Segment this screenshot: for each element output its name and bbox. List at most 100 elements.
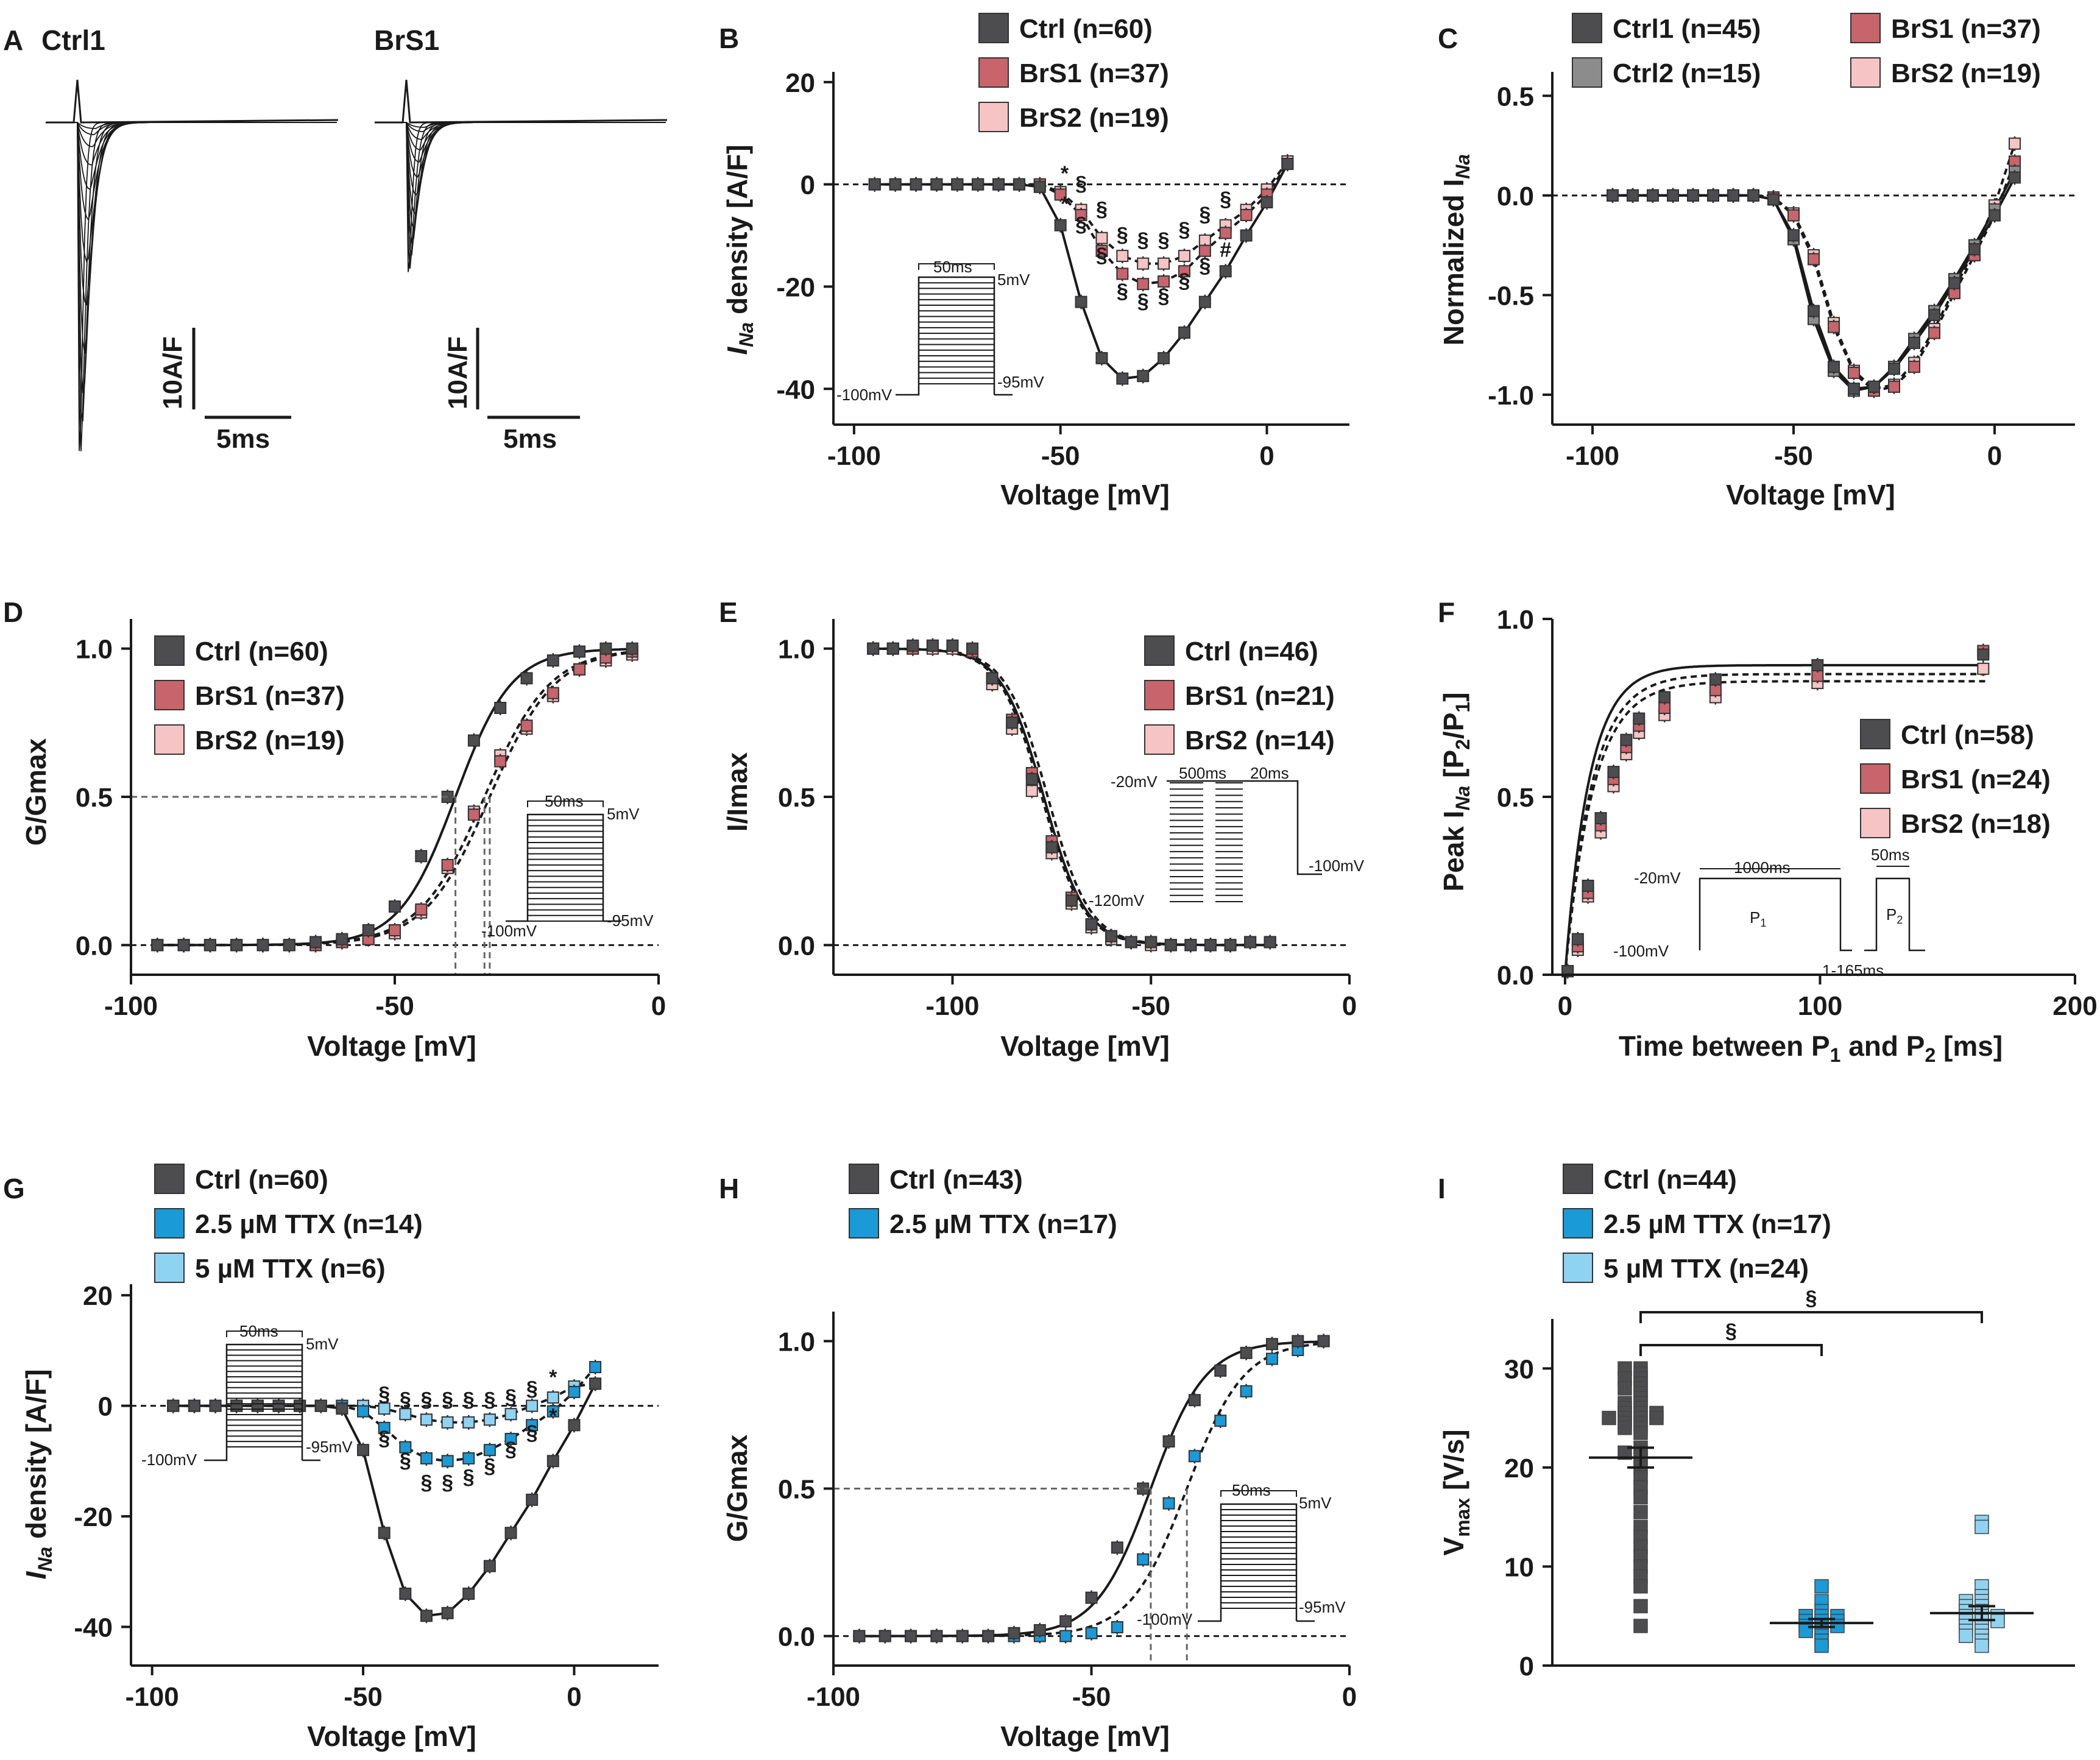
data-point-E <box>1264 936 1276 949</box>
current-trace <box>399 122 666 256</box>
x-axis-label-part-F: Time between P <box>1619 1030 1830 1062</box>
data-point-C <box>1908 361 1920 373</box>
data-point-G <box>589 1361 602 1374</box>
data-point-C <box>1707 189 1719 202</box>
data-point-B <box>1013 178 1025 191</box>
significance-mark-B: § <box>1137 290 1149 313</box>
y-tick-label-E: 0.0 <box>778 931 815 961</box>
legend-swatch-D <box>154 724 185 755</box>
scale-label-time-ctrl: 5ms <box>216 424 270 454</box>
y-axis-label-part-C: Na <box>1452 154 1474 179</box>
data-point-C <box>2009 137 2021 150</box>
scatter-point-I <box>1617 1381 1632 1396</box>
legend-swatch-E <box>1144 680 1175 710</box>
data-point-G <box>483 1413 496 1426</box>
data-point-C <box>1828 320 1840 333</box>
x-tick-label-E: 0 <box>1342 991 1357 1021</box>
data-point-G <box>188 1399 200 1412</box>
protocol-e-duration-2: 20ms <box>1250 764 1289 782</box>
data-point-D <box>415 903 428 916</box>
data-point-E <box>946 639 959 652</box>
fit-curve-F <box>1563 673 1986 975</box>
panel-d-activation: 1.0 0.5 0.0 -100 -50 0 D Ctrl (n=60) BrS1 (n=37)… <box>3 596 666 1062</box>
legend-label-C: BrS1 (n=37) <box>1891 14 2041 44</box>
x-axis-label-C: Voltage [mV] <box>1726 479 1895 511</box>
significance-mark-G: * <box>549 1366 557 1389</box>
protocol-f-p1-letter: P <box>1750 908 1760 927</box>
data-point-D <box>415 850 428 863</box>
protocol-p1-pulse <box>1699 877 1852 952</box>
x-tick-label-D: -50 <box>375 991 414 1021</box>
data-point-C <box>1747 189 1759 202</box>
y-axis-label-part-B: Na <box>735 322 757 347</box>
significance-mark-G: § <box>463 1466 475 1489</box>
protocol-f-duration-1: 1000ms <box>1734 858 1791 877</box>
significance-mark-G: § <box>526 1421 538 1444</box>
y-tick-label-H: 1.0 <box>778 1327 815 1357</box>
data-point-G <box>546 1405 559 1418</box>
data-point-H <box>1137 1553 1150 1566</box>
scatter-point-I <box>1633 1490 1648 1505</box>
protocol-f-p1-sub: 1 <box>1760 917 1766 929</box>
legend-swatch-F <box>1860 719 1890 749</box>
data-point-B <box>1137 257 1150 270</box>
data-point-C <box>2009 171 2021 184</box>
panel-letter-g: G <box>3 1173 25 1204</box>
legend-swatch-G <box>154 1208 185 1239</box>
data-point-H <box>1214 1364 1227 1377</box>
data-point-H <box>1317 1335 1330 1348</box>
data-point-H <box>1111 1541 1123 1554</box>
significance-mark-G: § <box>463 1388 475 1412</box>
panel-letter-e: E <box>719 596 738 628</box>
legend-swatch-B <box>978 57 1009 88</box>
data-point-B <box>1054 219 1067 231</box>
data-point-D <box>230 939 243 952</box>
scale-label-current-brs: 10A/F <box>443 336 473 409</box>
y-axis-label-H: G/Gmax <box>721 1434 753 1542</box>
current-trace <box>399 122 666 231</box>
protocol-f-duration-2: 50ms <box>1871 846 1910 864</box>
significance-mark-I: § <box>1725 1320 1737 1343</box>
data-point-D <box>177 939 190 952</box>
protocol-outline <box>506 813 604 922</box>
scatter-point-I <box>1633 1579 1648 1594</box>
significance-mark-G: § <box>420 1471 432 1494</box>
y-axis-label-part-D: G/Gmax <box>20 738 52 846</box>
data-point-C <box>1647 189 1659 202</box>
data-point-D <box>151 939 164 952</box>
protocol-b-holding: -100mV <box>836 386 893 404</box>
legend-swatch-H <box>849 1208 879 1239</box>
y-axis-label-G: INa density [A/F] <box>20 1369 56 1579</box>
data-point-G <box>504 1433 517 1446</box>
data-point-D <box>362 924 375 936</box>
y-tick-label-B: -40 <box>776 375 815 405</box>
current-trace <box>399 122 666 245</box>
panel-b-current-density: 20 0 -20 -40 -100 -50 0 B Ctrl (n=60) BrS1 (n=37)… <box>719 13 1349 511</box>
data-point-D <box>494 702 507 714</box>
legend-label-C: Ctrl1 (n=45) <box>1613 14 1761 44</box>
legend-label-C: BrS2 (n=19) <box>1891 58 2041 88</box>
data-point-B <box>992 178 1005 191</box>
protocol-e-end-voltage: -100mV <box>1309 857 1365 875</box>
data-point-D <box>573 663 586 676</box>
data-point-B <box>1198 244 1211 257</box>
legend-swatch-D <box>154 680 185 710</box>
protocol-outline <box>896 276 995 396</box>
y-tick-label-H: 0.0 <box>778 1622 815 1652</box>
data-point-G <box>378 1527 391 1539</box>
current-trace <box>70 122 337 166</box>
legend-label-F: Ctrl (n=58) <box>1901 720 2034 750</box>
x-axis-label-E: Voltage [mV] <box>1000 1030 1170 1062</box>
data-point-E <box>1025 772 1038 785</box>
data-point-F <box>1977 648 1990 661</box>
current-trace <box>70 122 337 306</box>
legend-label-E: BrS1 (n=21) <box>1185 681 1335 711</box>
data-point-C <box>1767 193 1780 206</box>
legend-swatch-D <box>154 635 185 666</box>
data-point-D <box>389 900 401 913</box>
data-point-G <box>378 1421 391 1434</box>
protocol-f-p2-label: P2 <box>1886 905 1903 926</box>
significance-mark-G: § <box>400 1449 411 1472</box>
data-point-G <box>336 1402 348 1415</box>
capacitive-artifact <box>375 79 668 124</box>
